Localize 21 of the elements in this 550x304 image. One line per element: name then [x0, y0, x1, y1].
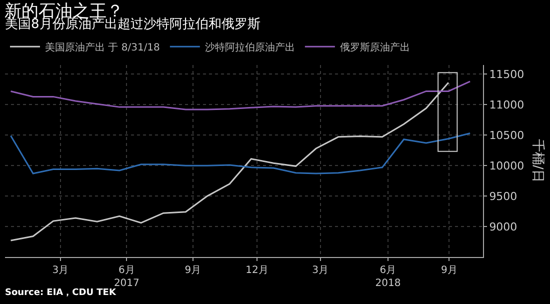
y-tick-label: 11000	[489, 98, 524, 112]
legend-label: 沙特阿拉伯原油产出	[204, 42, 295, 54]
source-note: Source: EIA，CDU TEK	[5, 288, 117, 298]
x-tick-label: 12月	[246, 265, 268, 276]
x-tick-label: 9月	[184, 265, 202, 276]
y-tick-label: 9000	[489, 220, 518, 234]
y-tick-label: 10000	[489, 159, 524, 172]
x-tick-label: 3月	[52, 265, 69, 276]
x-tick-label: 6月 2018	[375, 265, 401, 289]
legend-label: 俄罗斯原油产出	[340, 42, 410, 54]
x-tick-label: 9月	[440, 265, 458, 276]
y-axis-title: 千桶/日	[530, 139, 545, 182]
legend-label: 美国原油产出 于 8/31/18	[45, 42, 160, 54]
line-series	[10, 132, 471, 174]
x-tick-label: 3月	[312, 265, 328, 276]
y-tick-label: 11500	[489, 68, 524, 81]
y-tick-label: 10500	[489, 128, 524, 142]
line-series	[10, 80, 471, 110]
y-tick-label: 9500	[489, 190, 518, 203]
line-series	[10, 82, 450, 242]
x-tick-label: 6月 2017	[114, 265, 140, 289]
